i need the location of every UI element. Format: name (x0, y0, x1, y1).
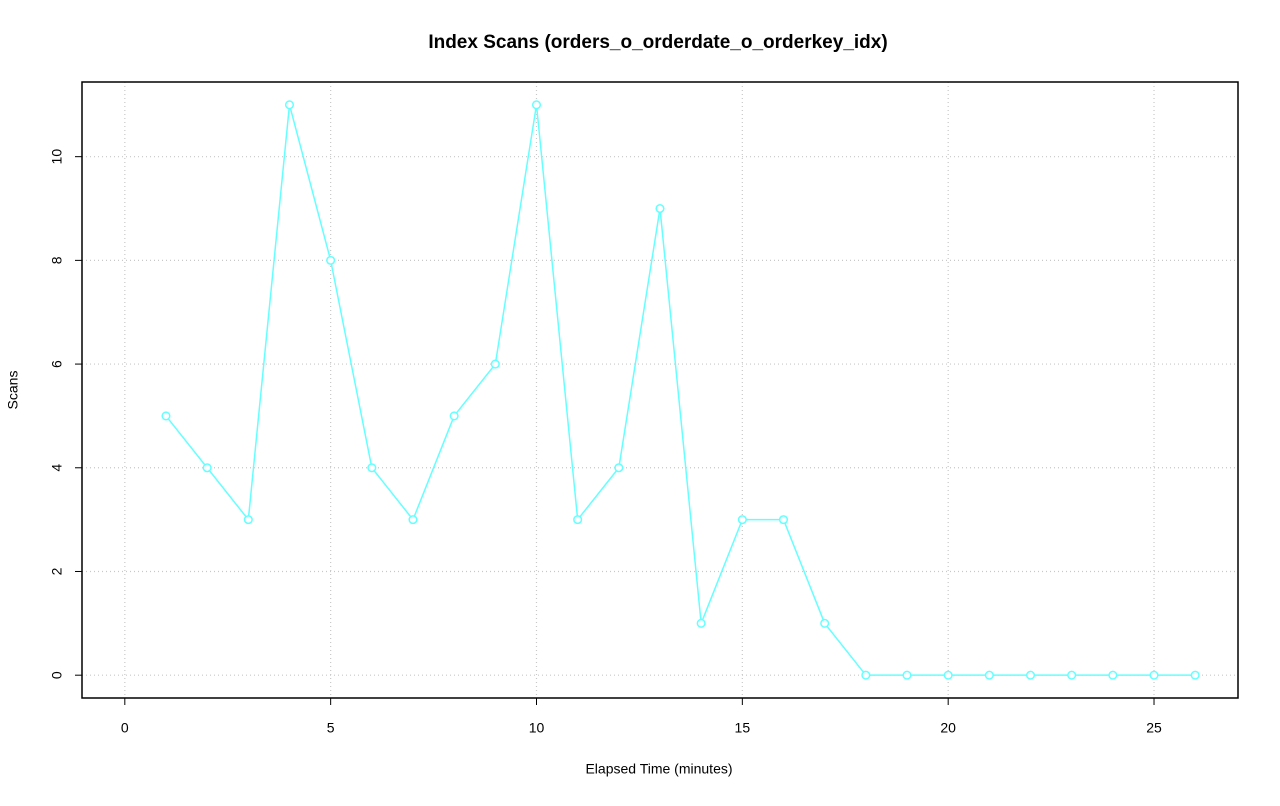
x-axis-label: Elapsed Time (minutes) (585, 761, 732, 777)
point (202, 463, 212, 473)
point (614, 463, 624, 473)
y-tick-label: 0 (49, 671, 65, 679)
point (984, 670, 994, 680)
point (820, 618, 830, 628)
x-tick-label: 25 (1146, 720, 1162, 736)
point (284, 100, 295, 110)
point (161, 411, 171, 421)
point (861, 670, 871, 680)
y-tick-label: 10 (49, 149, 65, 165)
point (408, 515, 418, 525)
y-tick-label: 2 (49, 567, 65, 575)
point (1149, 670, 1159, 680)
point (449, 411, 459, 421)
line (165, 104, 1196, 676)
y-axis-label: Scans (5, 371, 21, 410)
x-tick-label: 10 (529, 720, 545, 736)
point (902, 670, 912, 680)
plot-frame (81, 81, 1239, 699)
point (531, 100, 542, 110)
point (1025, 670, 1036, 680)
point (1190, 670, 1200, 680)
x-tick-label: 5 (327, 720, 335, 736)
point (943, 670, 953, 680)
x-tick-label: 20 (940, 720, 956, 736)
y-tick-label: 6 (49, 360, 65, 368)
point (655, 203, 665, 214)
point (573, 515, 583, 525)
point (243, 515, 253, 525)
x-tick-label: 0 (121, 720, 129, 736)
y-tick-label: 8 (49, 256, 65, 264)
point (367, 463, 377, 473)
point (696, 618, 706, 628)
chart-title: Index Scans (orders_o_orderdate_o_orderk… (428, 32, 887, 53)
y-tick-label: 4 (49, 464, 65, 472)
point (490, 359, 500, 369)
point (1108, 670, 1118, 680)
x-tick-label: 15 (735, 720, 751, 736)
point (737, 515, 747, 525)
point (778, 515, 789, 525)
point (1067, 670, 1077, 680)
point (326, 255, 336, 265)
